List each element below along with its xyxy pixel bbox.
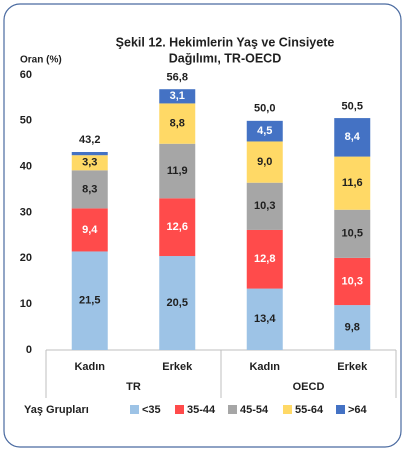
group-label: OECD <box>293 381 325 393</box>
y-tick-label: 30 <box>20 206 32 218</box>
legend-label: 45-54 <box>240 404 269 416</box>
value-label: 12,8 <box>254 253 275 265</box>
legend-swatch <box>283 405 292 414</box>
group-label: TR <box>126 381 141 393</box>
value-label: 9,0 <box>257 156 272 168</box>
bar-segment <box>71 155 108 171</box>
y-axis-label: Oran (%) <box>20 55 62 66</box>
value-label: 8,4 <box>345 131 361 143</box>
y-tick-label: 50 <box>20 115 32 127</box>
y-tick-label: 10 <box>20 298 32 310</box>
y-tick-label: 40 <box>20 161 32 173</box>
chart-title: Şekil 12. Hekimlerin Yaş ve Cinsiyete <box>116 35 335 49</box>
bar-segment <box>334 156 371 210</box>
value-label: 11,6 <box>342 177 363 189</box>
bar-segment <box>71 208 108 252</box>
bar-segment <box>159 198 196 257</box>
total-label: 56,8 <box>167 72 188 84</box>
legend-label: <35 <box>142 404 161 416</box>
x-tick-label: Kadın <box>249 361 280 373</box>
y-tick-label: 60 <box>20 69 32 81</box>
total-label: 43,2 <box>79 134 100 146</box>
value-label: 8,8 <box>170 117 185 129</box>
y-tick-label: 0 <box>26 344 32 356</box>
bar-segment <box>334 305 371 350</box>
bar-segment <box>71 170 108 209</box>
bar-segment <box>159 143 196 199</box>
bar-segment <box>246 288 283 350</box>
bar-segment <box>246 229 283 289</box>
y-tick-label: 20 <box>20 252 32 264</box>
value-label: 11,9 <box>167 165 188 177</box>
bar-segment <box>334 209 371 258</box>
bar-segment <box>159 256 196 350</box>
legend-label: >64 <box>348 404 368 416</box>
legend-label: 55-64 <box>295 404 324 416</box>
legend-swatch <box>175 405 184 414</box>
value-label: 12,6 <box>167 221 188 233</box>
bar-segment <box>246 182 283 230</box>
bar-segment <box>334 118 371 157</box>
bar-segment <box>71 152 108 156</box>
bar-segment <box>246 141 283 183</box>
value-label: 21,5 <box>79 295 100 307</box>
bar-segment <box>246 120 283 142</box>
total-label: 50,0 <box>254 103 275 115</box>
total-label: 50,5 <box>342 100 363 112</box>
value-label: 3,1 <box>170 90 185 102</box>
x-tick-label: Erkek <box>337 361 368 373</box>
value-label: 10,3 <box>254 200 275 212</box>
x-tick-label: Kadın <box>74 361 105 373</box>
value-label: 4,5 <box>257 125 272 137</box>
value-label: 3,3 <box>82 157 97 169</box>
bar-segment <box>334 257 371 306</box>
chart-title: Dağılımı, TR-OECD <box>169 51 282 65</box>
legend-swatch <box>130 405 139 414</box>
legend-title: Yaş Grupları <box>24 404 89 416</box>
value-label: 13,4 <box>254 313 276 325</box>
value-label: 10,5 <box>342 228 363 240</box>
value-label: 8,3 <box>82 183 97 195</box>
legend-label: 35-44 <box>187 404 216 416</box>
value-label: 9,4 <box>82 224 98 236</box>
value-label: 10,3 <box>342 275 363 287</box>
bar-segment <box>159 89 196 104</box>
legend-swatch <box>228 405 237 414</box>
bar-segment <box>71 251 108 350</box>
value-label: 9,8 <box>345 321 360 333</box>
bar-segment <box>159 103 196 144</box>
value-label: 20,5 <box>167 297 188 309</box>
legend-swatch <box>336 405 345 414</box>
x-tick-label: Erkek <box>162 361 193 373</box>
